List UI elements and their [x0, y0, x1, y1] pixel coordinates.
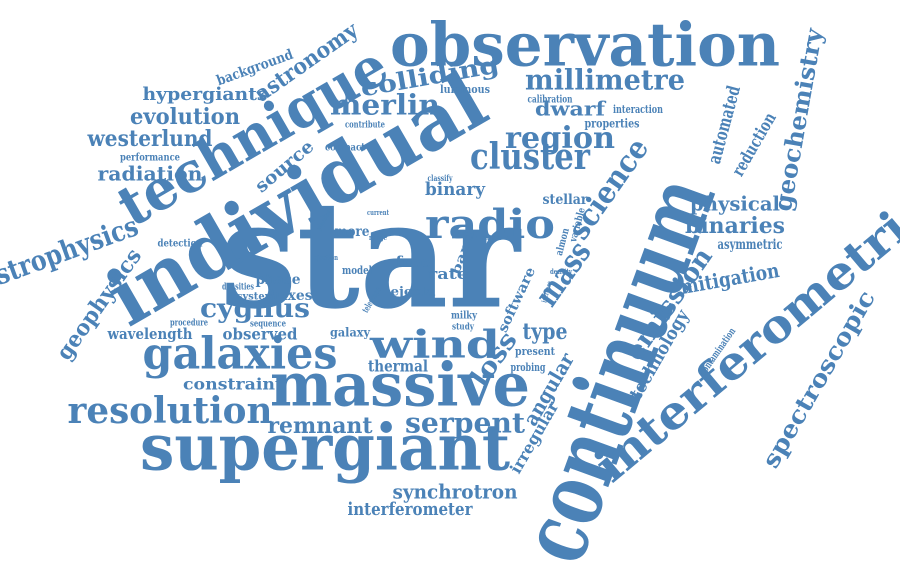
word-supergiant: supergiant: [140, 411, 510, 486]
word-probing: probing: [511, 361, 546, 374]
word-galaxy: galaxy: [330, 326, 371, 340]
word-classify: classify: [428, 173, 453, 183]
word-ejection: ejection: [314, 253, 338, 262]
word-interferometer: interferometer: [348, 499, 473, 520]
word-remnant: remnant: [268, 413, 374, 439]
word-massive: massive: [270, 351, 530, 421]
word-thermal: thermal: [368, 357, 428, 376]
word-densities: densities: [222, 283, 254, 293]
word-simple: simple: [482, 233, 502, 242]
word-galaxies: galaxies: [143, 329, 338, 380]
word-binaries: binaries: [685, 213, 785, 239]
word-study: study: [452, 323, 475, 333]
word-dwarf: dwarf: [535, 97, 607, 121]
word-luminous: luminous: [440, 83, 490, 96]
word-millimetre: millimetre: [525, 64, 685, 97]
word-radiation: radiation: [98, 162, 203, 186]
word-performance: performance: [120, 153, 180, 164]
word-serpent: serpent: [405, 407, 525, 440]
word-system: system: [237, 292, 275, 303]
word-physical: physical: [690, 192, 780, 216]
word-observation: observation: [390, 11, 780, 81]
word-milky: milky: [451, 311, 478, 322]
word-sequence: sequence: [250, 320, 286, 330]
word-present: present: [515, 345, 556, 358]
word-westerlund: westerlund: [87, 126, 213, 152]
word-interaction: interaction: [613, 103, 663, 116]
word-detection: detection: [158, 239, 204, 250]
word-type: type: [523, 319, 568, 345]
word-synchrotron: synchrotron: [393, 480, 518, 504]
word-binary: binary: [425, 179, 485, 200]
word-rate: rate: [428, 265, 468, 283]
word-phase: phase: [256, 272, 301, 288]
word-region: region: [505, 121, 615, 156]
word-more: more: [335, 224, 370, 240]
word-range: range: [369, 233, 387, 242]
word-hypergiants: hypergiants: [143, 84, 268, 105]
word-cygnus: cygnus: [200, 294, 310, 324]
word-contribute: contribute: [345, 121, 385, 131]
word-asymmetric: asymmetric: [718, 237, 783, 253]
word-stellar: stellar: [543, 192, 589, 208]
word-wavelength: wavelength: [107, 325, 193, 343]
word-compact: compact: [325, 143, 365, 154]
word-free: free: [396, 253, 431, 271]
word-wind: wind: [369, 322, 500, 367]
word-cluster: cluster: [470, 136, 591, 178]
word-model: model: [342, 264, 372, 277]
word-ejecta: ejecta: [391, 285, 436, 299]
word-procedure: procedure: [170, 319, 208, 329]
word-calibration: calibration: [528, 95, 574, 106]
word-observed: observed: [223, 325, 298, 344]
word-merlin: merlin: [330, 89, 440, 122]
word-resolution: resolution: [68, 390, 273, 432]
word-star: star: [220, 168, 522, 342]
word-evolution: evolution: [130, 104, 240, 130]
word-properties: properties: [585, 117, 640, 131]
word-constraint: constraint: [183, 375, 284, 394]
word-current: current: [367, 208, 390, 217]
word-density: density: [550, 267, 573, 276]
word-radio: radio: [425, 201, 555, 248]
word-fluxes: fluxes: [268, 288, 313, 304]
